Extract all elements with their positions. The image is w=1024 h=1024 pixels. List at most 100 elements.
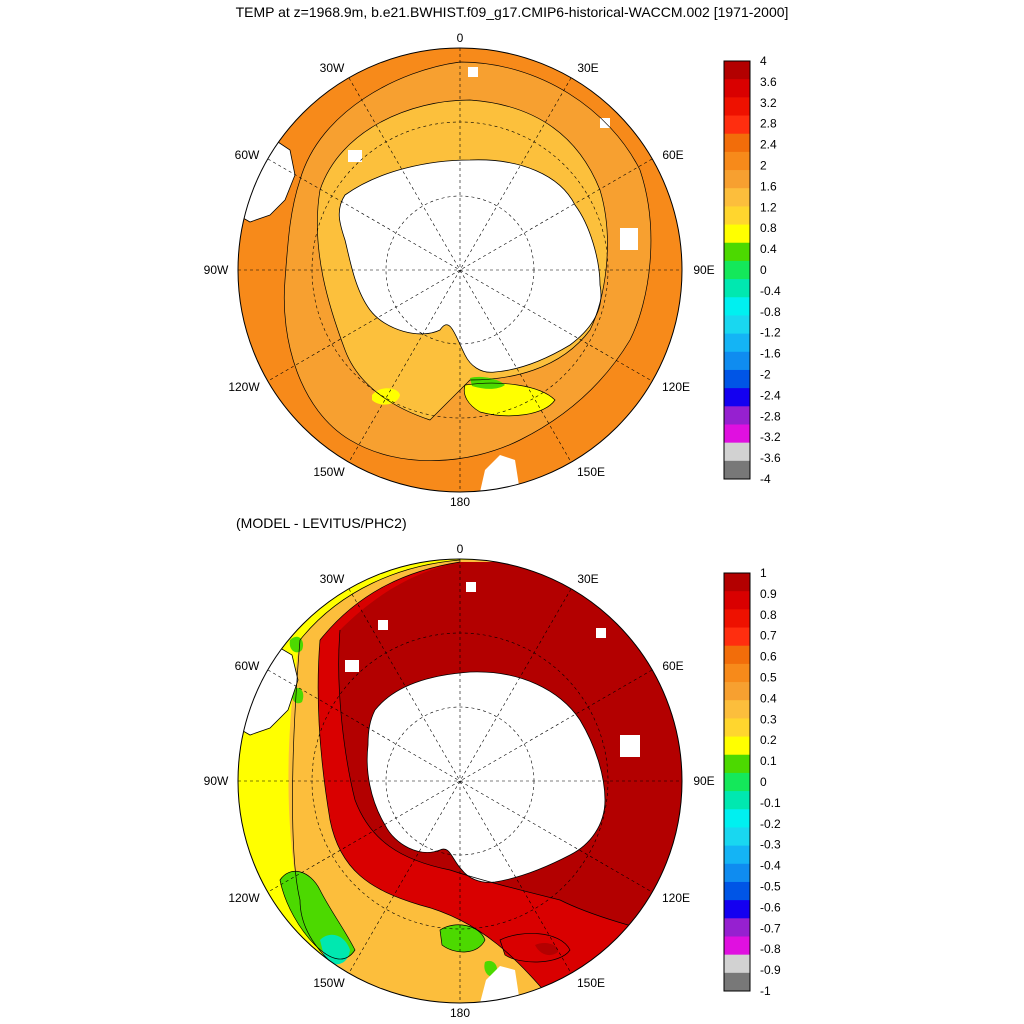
top-lon-label: 60W [235,148,260,162]
top-colorbar-swatch [724,333,750,353]
bottom-colorbar-swatch [724,827,750,847]
top-lon-label: 30E [577,61,598,75]
top-colorbar-label: 0 [760,263,767,277]
top-polar-map: 0 30E 60E 90E 120E 150E 180 150W 120W 90… [204,31,715,509]
bottom-colorbar-label: 0.6 [760,650,777,664]
top-colorbar-label: -2.8 [760,409,781,423]
bottom-colorbar-label: -0.2 [760,817,781,831]
bottom-lon-label: 90W [204,774,229,788]
top-colorbar-label: -2 [760,368,771,382]
bottom-colorbar-swatch [724,845,750,865]
bottom-lon-label: 150W [313,976,345,990]
bottom-colorbar-swatch [724,682,750,701]
bottom-antarctica [366,671,606,883]
bottom-colorbar: 1 0.9 0.8 0.7 0.6 0.5 0.4 0.3 0.2 0.1 0 -0.1 -0.2 -0.… [723,566,781,998]
bottom-colorbar-label: 0.3 [760,712,777,726]
top-colorbar-swatch [724,170,750,189]
top-lon-label: 120W [228,380,260,394]
bottom-colorbar-label: 0.7 [760,629,777,643]
top-lon-label: 90E [693,263,714,277]
bottom-field-cyan [320,934,350,965]
bottom-colorbar-swatch [724,645,750,665]
top-colorbar-label: -3.6 [760,451,781,465]
bottom-colorbar-label: 0.2 [760,733,777,747]
bottom-colorbar-swatch [724,754,750,774]
bottom-colorbar-label: -0.6 [760,900,781,914]
top-colorbar-swatch [724,133,750,153]
top-lon-label: 60E [662,148,683,162]
bottom-lon-label: 30E [577,572,598,586]
top-colorbar-label: 2.4 [760,138,777,152]
bottom-lon-label: 30W [320,572,345,586]
bottom-colorbar-swatch [724,918,750,937]
bottom-colorbar-label: -0.5 [760,880,781,894]
top-colorbar-swatch [724,424,750,444]
bottom-colorbar-swatch [724,663,750,683]
top-colorbar-swatch [724,151,750,171]
bottom-colorbar-swatch [724,863,750,883]
top-colorbar-label: -3.2 [760,430,781,444]
bottom-colorbar-label: -1 [760,984,771,998]
top-colorbar-label: 0.8 [760,221,777,235]
top-colorbar-swatch [724,460,750,480]
top-colorbar-label: 3.6 [760,75,777,89]
bottom-colorbar-label: 1 [760,566,767,580]
top-colorbar-swatch [724,260,750,280]
top-colorbar-swatch [724,206,750,226]
bottom-polar-map: 0 30E 60E 90E 120E 150E 180 150W 120W 90… [204,542,715,1020]
difference-subtitle: (MODEL - LEVITUS/PHC2) [236,515,407,531]
top-lon-label: 180 [450,495,470,509]
top-colorbar-label: 1.6 [760,179,777,193]
top-colorbar-label: 0.4 [760,242,777,256]
top-colorbar-swatch [724,388,750,407]
bottom-colorbar-swatch [724,609,750,629]
top-colorbar-swatch [724,61,750,80]
top-colorbar-label: -1.6 [760,347,781,361]
bottom-nz-land [480,966,520,1003]
top-colorbar-swatch [724,279,750,298]
top-map-border [237,47,683,493]
bottom-colorbar-label: 0.5 [760,671,777,685]
figure-title: TEMP at z=1968.9m, b.e21.BWHIST.f09_g17.… [235,4,789,20]
top-colorbar-swatch [724,297,750,316]
bottom-colorbar-label: -0.4 [760,859,781,873]
bottom-colorbar-swatch [724,972,750,992]
bottom-lon-label: 120W [228,891,260,905]
bottom-colorbar-label: -0.1 [760,796,781,810]
top-colorbar-swatch [724,442,750,462]
bottom-colorbar-swatch [724,718,750,738]
top-colorbar-label: 4 [760,54,767,68]
bottom-colorbar-swatch [724,591,750,610]
top-colorbar-swatch [724,351,750,371]
bottom-lon-label: 180 [450,1006,470,1020]
top-colorbar-swatch [724,188,750,207]
bottom-lon-label: 60E [662,659,683,673]
bottom-colorbar-label: 0.1 [760,754,777,768]
top-lon-label: 120E [662,380,690,394]
bottom-colorbar-label: 0.4 [760,691,777,705]
bottom-colorbar-swatch [724,573,750,592]
bottom-map-border [237,558,683,1004]
top-colorbar-label: 3.2 [760,96,777,110]
top-lon-label: 150W [313,465,345,479]
bottom-colorbar-label: -0.8 [760,942,781,956]
bottom-colorbar-label: -0.3 [760,838,781,852]
bottom-lon-label: 120E [662,891,690,905]
top-colorbar-label: 2.8 [760,117,777,131]
top-colorbar-swatch [724,97,750,117]
top-lon-label: 30W [320,61,345,75]
bottom-colorbar-swatch [724,736,750,756]
bottom-colorbar-swatch [724,809,750,828]
bottom-colorbar-label: 0.9 [760,587,777,601]
bottom-colorbar-swatch [724,791,750,810]
bottom-colorbar-swatch [724,772,750,792]
top-colorbar-swatch [724,224,750,244]
bottom-colorbar-swatch [724,881,750,901]
top-colorbar-label: -2.4 [760,388,781,402]
bottom-colorbar-swatch [724,954,750,974]
top-colorbar-swatch [724,369,750,389]
top-colorbar-label: 2 [760,159,767,173]
bottom-lon-label: 150E [577,976,605,990]
top-lon-label: 90W [204,263,229,277]
